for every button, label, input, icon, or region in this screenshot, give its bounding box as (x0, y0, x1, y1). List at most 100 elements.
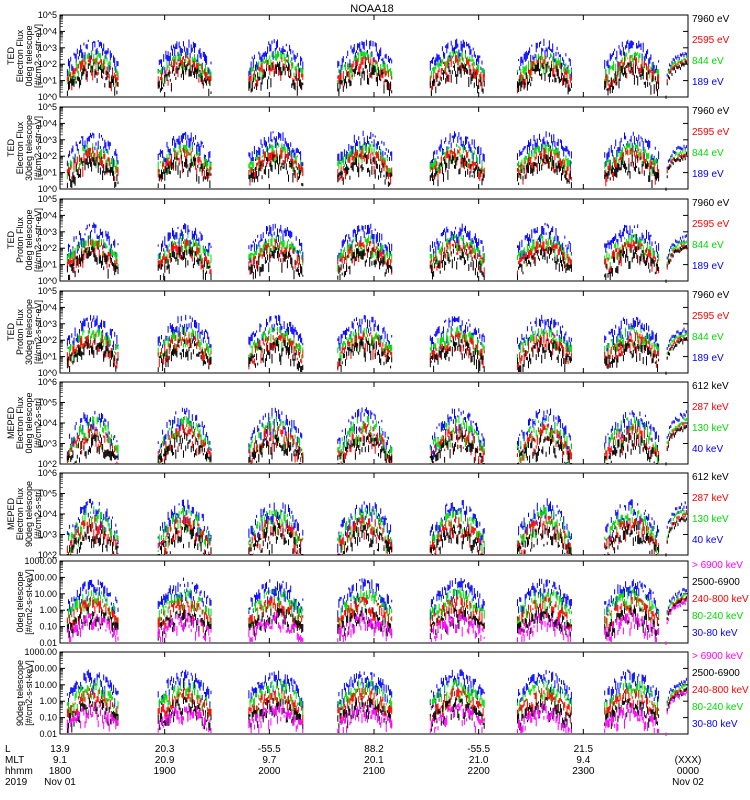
ephemeris-cell: Nov 01 (44, 777, 76, 788)
ephemeris-cell: -55.5 (258, 744, 281, 755)
ephemeris-cell: 20.1 (364, 755, 384, 766)
y-axis-label-line: 30deg telescope (24, 299, 34, 365)
ephemeris-cell: 9.4 (576, 755, 590, 766)
y-tick-label: 0.10 (39, 622, 57, 632)
figure-title: NOAA18 (350, 3, 393, 15)
legend-entry: 130 keV (692, 423, 729, 434)
ephemeris-cell: 21.0 (469, 755, 489, 766)
panel-frame (59, 14, 689, 98)
series-marks (66, 669, 687, 736)
y-axis-label-line: TED (6, 46, 16, 65)
y-axis-label-line: Proton Flux (15, 308, 25, 355)
legend-entry: 240-800 keV (692, 685, 749, 696)
y-tick-label: 10^5 (38, 489, 57, 499)
y-tick-label: 10^5 (38, 102, 57, 112)
y-tick-label: 10^3 (38, 530, 57, 540)
panel-ted-e0: 10^0 10^1 10^2 10^3 10^4 10^5 TED Electron Flux… (6, 10, 730, 102)
y-tick-label: 10^5 (38, 10, 57, 20)
y-tick-label: 10^4 (38, 26, 57, 36)
y-tick-label: 10^3 (38, 43, 57, 53)
ephemeris-cell: 1800 (49, 766, 72, 777)
series-marks (66, 407, 687, 466)
series-trace (66, 690, 687, 736)
y-axis-label-line: [#/cm2-s-str] (33, 398, 43, 448)
ephemeris-cell: 9.7 (262, 755, 276, 766)
y-tick-label: 1000.00 (24, 647, 57, 657)
legend-entry: 844 eV (692, 332, 724, 343)
y-tick-label: 10^2 (38, 459, 57, 469)
legend-entry: 30-80 keV (692, 628, 738, 639)
ephemeris-cell: 2300 (572, 766, 595, 777)
legend-entry: 189 eV (692, 169, 724, 180)
y-tick-label: 10^3 (38, 319, 57, 329)
y-axis-label-line: TED (6, 322, 16, 341)
y-tick-label: 10^0 (38, 276, 57, 286)
series-marks (66, 222, 687, 283)
y-tick-label: 10^4 (38, 210, 57, 220)
y-tick-label: 10^1 (38, 260, 57, 270)
panel-meped-e90: 10^2 10^3 10^4 10^5 10^6 MEPED Electron Flux 90… (6, 468, 729, 560)
y-tick-label: 10^5 (38, 194, 57, 204)
legend-entry: 2595 eV (692, 127, 730, 138)
legend-entry: 40 keV (692, 444, 723, 455)
y-tick-label: 10^2 (38, 550, 57, 560)
legend-entry: 80-240 keV (692, 702, 743, 713)
y-tick-label: 10^5 (38, 398, 57, 408)
legend-entry: > 6900 keV (692, 560, 743, 571)
ephemeris-row-label: hhmm (5, 766, 33, 777)
series-trace (66, 245, 687, 283)
y-tick-label: 10^4 (38, 118, 57, 128)
legend-entry: 130 keV (692, 514, 729, 525)
y-tick-label: 10^3 (38, 135, 57, 145)
series-trace (66, 337, 687, 375)
legend-entry: 844 eV (692, 148, 724, 159)
series-trace (66, 669, 687, 736)
ephemeris-cell: 2200 (468, 766, 491, 777)
ephemeris-cell: 0000 (677, 766, 700, 777)
legend-entry: 40 keV (692, 535, 723, 546)
y-axis-label-line: 0deg telescope (15, 571, 25, 632)
legend-entry: 2595 eV (692, 35, 730, 46)
series-trace (66, 424, 687, 466)
y-tick-label: 10^3 (38, 439, 57, 449)
ephemeris-cell: 13.9 (50, 744, 70, 755)
y-axis-label-line: [#/cm2-s-str-eV] (33, 116, 43, 180)
y-axis-label-line: 0deg telescope (24, 25, 34, 86)
y-tick-label: 0.01 (39, 638, 57, 648)
y-axis-label-line: 90deg telescope (24, 481, 34, 547)
y-axis-label-line: 90deg telescope (15, 660, 25, 726)
series-trace (66, 678, 687, 736)
y-axis-label-line: 30deg telescope (24, 115, 34, 181)
series-marks (66, 577, 687, 645)
legend-entry: 612 keV (692, 472, 729, 483)
y-axis-label-line: 0deg telescope (24, 209, 34, 270)
ephemeris-cell: 2100 (363, 766, 386, 777)
y-tick-label: 1.00 (39, 696, 57, 706)
series-marks (66, 38, 687, 99)
series-trace (66, 516, 687, 557)
y-axis-label-line: [#/cm2-s-st-keV] (24, 660, 34, 726)
y-tick-label: 10^4 (38, 418, 57, 428)
legend-entry: 844 eV (692, 240, 724, 251)
panel-ted-p0: 10^0 10^1 10^2 10^3 10^4 10^5 TED Proton Flux 0d… (6, 194, 730, 286)
panel-ted-p30: 10^0 10^1 10^2 10^3 10^4 10^5 TED Proton Flux 30… (6, 286, 730, 378)
series-trace (66, 314, 687, 375)
series-trace (66, 60, 687, 99)
y-axis-label-line: [#/cm2-s-str-eV] (33, 24, 43, 88)
y-tick-label: 10^2 (38, 335, 57, 345)
y-tick-label: 1000.00 (24, 556, 57, 566)
legend-entry: 30-80 keV (692, 719, 738, 730)
legend-entry: 189 eV (692, 353, 724, 364)
panel-meped-p90: 0.01 0.10 1.00 10.00 100.00 1000.00 90deg tele… (15, 647, 749, 739)
y-tick-label: 10^1 (38, 76, 57, 86)
y-tick-label: 100.00 (29, 572, 57, 582)
ephemeris-cell: Nov 02 (672, 777, 704, 788)
ephemeris-cell: 88.2 (364, 744, 384, 755)
panel-frame (59, 290, 689, 374)
y-axis-label-line: MEPED (6, 498, 16, 531)
y-axis-label-line: TED (6, 230, 16, 249)
y-axis-label-line: Electron Flux (15, 29, 25, 82)
panel-ted-e30: 10^0 10^1 10^2 10^3 10^4 10^5 TED Electron Flux… (6, 102, 730, 194)
